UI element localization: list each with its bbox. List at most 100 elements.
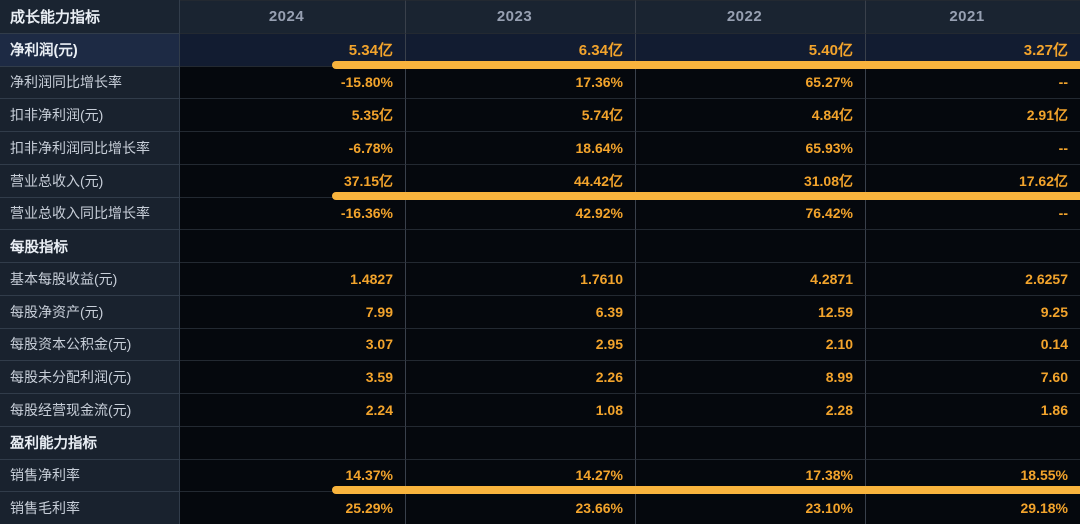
row-label: 盈利能力指标 [0,425,180,459]
value-2022: 65.93% [635,131,865,164]
table-row[interactable]: 销售净利率 14.37% 14.27% 17.38% 18.55% [0,458,1080,495]
row-label: 营业总收入同比增长率 [0,196,180,230]
value-2023: 23.66% [405,491,635,524]
value-2023: 42.92% [405,196,635,230]
table-row[interactable]: 每股指标 [0,229,1080,262]
value-2024 [180,229,405,262]
table-row[interactable]: 基本每股收益(元) 1.4827 1.7610 4.2871 2.6257 [0,262,1080,295]
column-header-2023: 2023 [405,0,635,33]
value-2023 [405,229,635,262]
value-2023: 2.95 [405,327,635,361]
value-2021: 17.62亿 [865,163,1080,197]
table-row[interactable]: 扣非净利润(元) 5.35亿 5.74亿 4.84亿 2.91亿 [0,98,1080,131]
value-2022: 4.2871 [635,262,865,295]
value-2021: -- [865,131,1080,164]
value-2023: 6.34亿 [405,32,635,66]
value-2021: 0.14 [865,327,1080,361]
row-label: 销售净利率 [0,458,180,492]
value-2024: 1.4827 [180,262,405,295]
value-2023: 5.74亿 [405,98,635,131]
value-2021: 2.6257 [865,262,1080,295]
value-2021: 1.86 [865,393,1080,426]
value-2022: 65.27% [635,65,865,99]
row-label: 每股未分配利润(元) [0,360,180,393]
value-2024: -15.80% [180,65,405,99]
table-row[interactable]: 每股经营现金流(元) 2.24 1.08 2.28 1.86 [0,393,1080,426]
row-label: 基本每股收益(元) [0,262,180,295]
value-2021: 9.25 [865,294,1080,328]
table-row[interactable]: 净利润(元) 5.34亿 6.34亿 5.40亿 3.27亿 [0,32,1080,69]
table-row[interactable]: 营业总收入(元) 37.15亿 44.42亿 31.08亿 17.62亿 [0,163,1080,200]
table-row[interactable]: 盈利能力指标 [0,425,1080,459]
column-header-2024: 2024 [180,0,405,33]
value-2024: -6.78% [180,131,405,164]
row-label: 扣非净利润同比增长率 [0,131,180,164]
value-2023: 18.64% [405,131,635,164]
table-row[interactable]: 每股净资产(元) 7.99 6.39 12.59 9.25 [0,294,1080,328]
value-2023: 6.39 [405,294,635,328]
value-2021: -- [865,65,1080,99]
value-2022: 76.42% [635,196,865,230]
value-2021: -- [865,196,1080,230]
column-header-2022: 2022 [635,0,865,33]
value-2022 [635,425,865,459]
value-2021 [865,229,1080,262]
table-row[interactable]: 净利润同比增长率 -15.80% 17.36% 65.27% -- [0,65,1080,99]
value-2024: 3.07 [180,327,405,361]
value-2024 [180,425,405,459]
table-row[interactable]: 每股资本公积金(元) 3.07 2.95 2.10 0.14 [0,327,1080,361]
value-2021: 18.55% [865,458,1080,492]
value-2022: 4.84亿 [635,98,865,131]
value-2022: 8.99 [635,360,865,393]
value-2023: 14.27% [405,458,635,492]
value-2021: 2.91亿 [865,98,1080,131]
value-2023: 2.26 [405,360,635,393]
row-label: 净利润(元) [0,32,180,66]
value-2024: 7.99 [180,294,405,328]
value-2022: 17.38% [635,458,865,492]
value-2024: -16.36% [180,196,405,230]
value-2023: 1.7610 [405,262,635,295]
value-2024: 5.35亿 [180,98,405,131]
value-2021: 29.18% [865,491,1080,524]
value-2024: 2.24 [180,393,405,426]
value-2024: 37.15亿 [180,163,405,197]
value-2021 [865,425,1080,459]
value-2024: 14.37% [180,458,405,492]
row-label: 净利润同比增长率 [0,65,180,99]
table-row[interactable]: 营业总收入同比增长率 -16.36% 42.92% 76.42% -- [0,196,1080,230]
value-2023: 1.08 [405,393,635,426]
row-label: 销售毛利率 [0,491,180,524]
value-2022 [635,229,865,262]
row-label: 扣非净利润(元) [0,98,180,131]
table-header-row: 成长能力指标 2024 2023 2022 2021 [0,0,1080,33]
row-label: 营业总收入(元) [0,163,180,197]
value-2022: 2.28 [635,393,865,426]
value-2022: 31.08亿 [635,163,865,197]
row-label: 每股净资产(元) [0,294,180,328]
value-2024: 25.29% [180,491,405,524]
highlight-underline-bar [332,191,1080,200]
value-2022: 5.40亿 [635,32,865,66]
value-2024: 5.34亿 [180,32,405,66]
table-row[interactable]: 销售毛利率 25.29% 23.66% 23.10% 29.18% [0,491,1080,524]
value-2022: 23.10% [635,491,865,524]
table-row[interactable]: 扣非净利润同比增长率 -6.78% 18.64% 65.93% -- [0,131,1080,164]
row-label: 每股指标 [0,229,180,262]
corner-label: 成长能力指标 [0,0,180,33]
value-2023: 44.42亿 [405,163,635,197]
value-2021: 7.60 [865,360,1080,393]
table-row[interactable]: 每股未分配利润(元) 3.59 2.26 8.99 7.60 [0,360,1080,393]
value-2022: 12.59 [635,294,865,328]
row-label: 每股资本公积金(元) [0,327,180,361]
value-2022: 2.10 [635,327,865,361]
value-2024: 3.59 [180,360,405,393]
highlight-underline-bar [332,486,1080,495]
value-2021: 3.27亿 [865,32,1080,66]
row-label: 每股经营现金流(元) [0,393,180,426]
highlight-underline-bar [332,60,1080,69]
value-2023: 17.36% [405,65,635,99]
value-2023 [405,425,635,459]
column-header-2021: 2021 [865,0,1080,33]
